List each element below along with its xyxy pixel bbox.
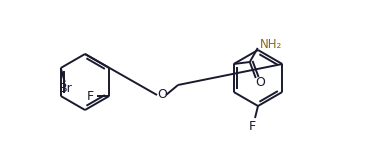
Text: F: F: [248, 120, 255, 132]
Text: O: O: [255, 76, 265, 90]
Text: O: O: [157, 87, 167, 100]
Text: Br: Br: [59, 82, 73, 96]
Text: F: F: [87, 90, 94, 102]
Text: NH₂: NH₂: [260, 38, 282, 51]
